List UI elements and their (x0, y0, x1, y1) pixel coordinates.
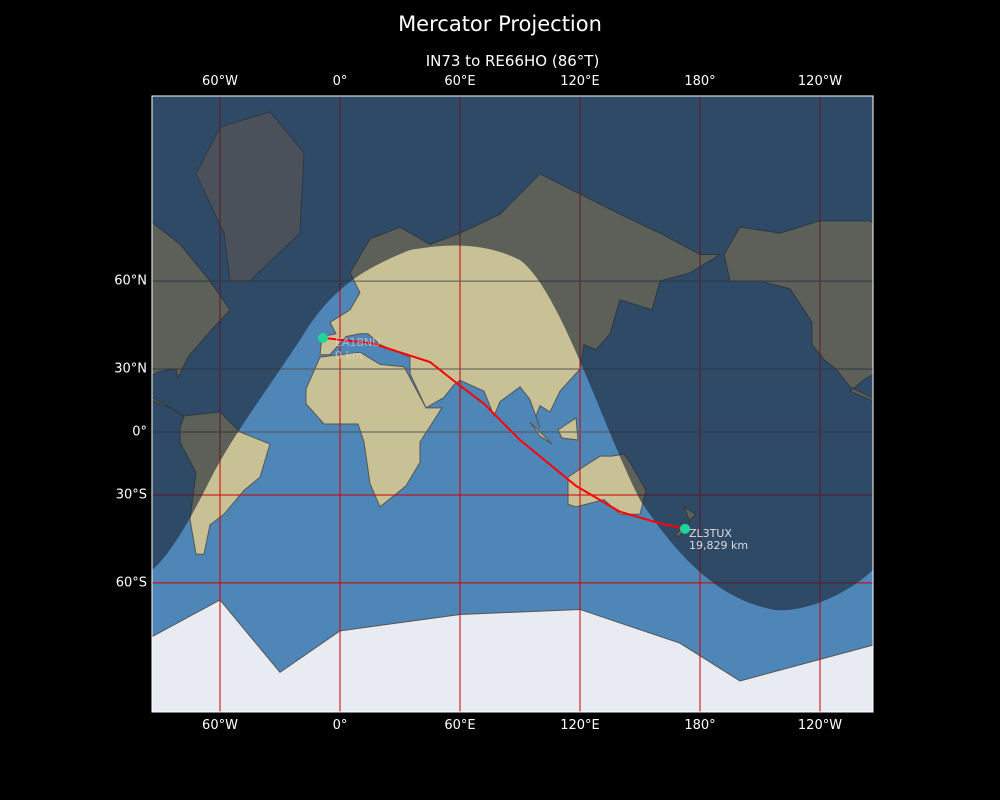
lat-tick-label: 60°S (115, 575, 147, 591)
top-lon-tick-label: 180° (684, 74, 716, 89)
top-lon-tick-label: 0° (332, 74, 348, 89)
end-marker[interactable] (680, 523, 690, 534)
bottom-lon-tick-label: 60°E (444, 718, 476, 733)
lat-tick-label: 30°S (115, 487, 147, 503)
start-callsign: EA1BNU (335, 336, 380, 349)
bottom-lon-tick-label: 0° (332, 718, 348, 733)
land-borneo (557, 417, 579, 441)
land-greenland (916, 112, 1000, 281)
top-lon-tick-label: 120°W (797, 74, 843, 89)
lat-tick-label: 30°N (114, 361, 147, 377)
land-antarctica (152, 599, 873, 712)
map-title: Mercator Projection (398, 12, 602, 36)
top-lon-tick-label: 120°E (560, 74, 600, 89)
bottom-lon-tick-label: 60°W (202, 718, 238, 733)
start-distance: 0 km (335, 349, 363, 362)
bottom-lon-tick-label: 120°W (797, 718, 843, 733)
lat-tick-label: 0° (132, 424, 147, 440)
land-sumatra (529, 421, 553, 445)
night-shading (152, 96, 873, 611)
top-lon-tick-label: 60°W (202, 74, 238, 89)
top-lon-tick-label: 60°E (444, 74, 476, 89)
end-callsign: ZL3TUX (689, 527, 732, 540)
bottom-lon-tick-label: 180° (684, 718, 716, 733)
bottom-lon-tick-label: 120°E (560, 718, 600, 733)
land-south-america (900, 412, 990, 554)
great-circle-path (322, 336, 686, 530)
start-marker[interactable] (318, 332, 328, 343)
map-subtitle: IN73 to RE66HO (86°T) (425, 52, 600, 70)
map-frame (151, 95, 874, 713)
end-distance: 19,829 km (689, 539, 748, 552)
lat-tick-label: 60°N (114, 273, 147, 289)
